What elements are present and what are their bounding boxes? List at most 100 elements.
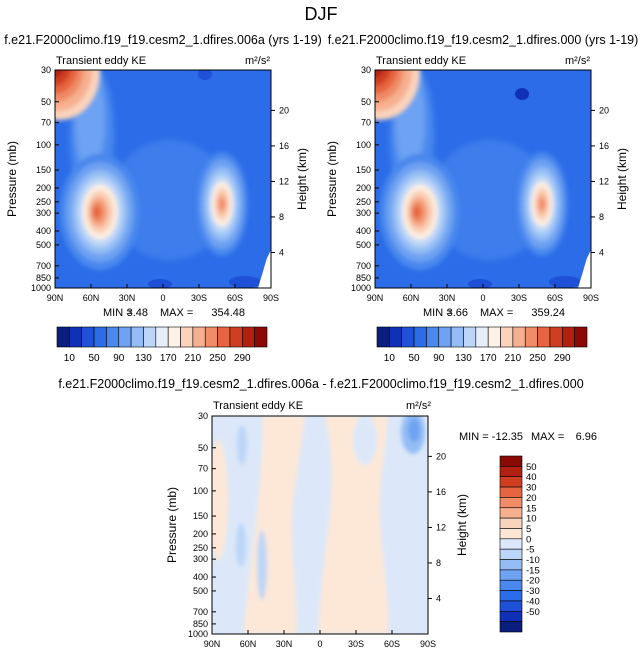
panel-3-x-tick-label: 60S xyxy=(384,639,400,649)
panel-2-y-tick-label: 100 xyxy=(356,140,371,150)
panel-3-colorbar-label: 15 xyxy=(526,503,537,514)
panel-1-subtitle: Transient eddy KE xyxy=(56,55,146,67)
panel-3-positive-patch xyxy=(212,440,228,560)
panel-1-minmax: MIN = 3.48 MAX = 354.48 xyxy=(103,307,245,319)
panel-2-colorbar-swatch xyxy=(561,326,575,348)
panel-3-y2-tick-label: 4 xyxy=(436,593,441,603)
panel-1: f.e21.F2000climo.f19_f19.cesm2_1.dfires.… xyxy=(4,33,322,364)
panel-1-colorbar-label: 50 xyxy=(88,353,100,364)
panel-3-colorbar-swatch xyxy=(499,476,523,488)
panel-2-y-tick-label: 700 xyxy=(356,261,371,271)
panel-3-colorbar-swatch xyxy=(499,466,523,478)
panel-2-min-label: MIN = xyxy=(423,307,453,319)
panel-1-x-tick-label: 60S xyxy=(227,293,243,303)
panel-3-colorbar-label: -40 xyxy=(526,596,540,607)
panel-1-y-tick-label: 700 xyxy=(36,261,51,271)
panel-3-colorbar-label: 50 xyxy=(526,462,537,473)
panel-1-y2-tick-label: 12 xyxy=(279,176,289,186)
panel-1-x-tick-label: 90N xyxy=(47,293,64,303)
panel-1-y-tick-label: 400 xyxy=(36,226,51,236)
panel-3-colorbar-swatch xyxy=(499,538,523,550)
panel-3-colorbar-swatch xyxy=(499,497,523,509)
panel-2-colorbar-swatch xyxy=(500,326,514,348)
panel-1-colorbar-swatch xyxy=(217,326,231,348)
panel-3-y2-tick-label: 20 xyxy=(436,451,446,461)
panel-3-colorbar-swatch xyxy=(499,569,523,581)
panel-1-colorbar-swatch xyxy=(93,326,107,348)
panel-3-y-tick-label: 250 xyxy=(193,543,208,553)
panel-2-colorbar-swatch xyxy=(475,326,489,348)
panel-3-colorbar-swatch xyxy=(499,559,523,571)
panel-1-y-tick-label: 50 xyxy=(41,97,51,107)
panel-2-low-patch xyxy=(515,88,529,100)
panel-3-colorbar-label: 5 xyxy=(526,524,531,535)
panel-1-field xyxy=(55,70,271,288)
panel-2-colorbar-swatch xyxy=(549,326,563,348)
panel-3-max-value: 6.96 xyxy=(576,431,597,443)
panel-1-low-patch xyxy=(148,279,172,288)
panel-1-y2-tick-label: 20 xyxy=(279,105,289,115)
panel-2-y-tick-label: 1000 xyxy=(351,283,371,293)
panel-3-colorbar-label: 0 xyxy=(526,534,531,545)
panel-3-positive-band xyxy=(318,416,389,634)
panel-3-colorbar-swatch xyxy=(499,486,523,498)
panel-1-ylabel: Pressure (mb) xyxy=(5,141,19,217)
panel-1-y2-tick-label: 4 xyxy=(279,247,284,257)
panel-3-colorbar-swatch xyxy=(499,507,523,519)
panel-2-jet-nh xyxy=(380,154,460,270)
panel-2-colorbar-label: 290 xyxy=(554,353,571,364)
panel-1-colorbar-swatch xyxy=(69,326,83,348)
panel-2-x-tick-label: 90S xyxy=(583,293,599,303)
panel-3-negative-patch xyxy=(237,425,247,465)
panel-2-low-patch xyxy=(549,276,581,288)
panel-1-y-tick-label: 850 xyxy=(36,273,51,283)
panel-2-colorbar: 10 50 90 130 170 210 250 290 xyxy=(376,326,588,364)
panel-2-colorbar-swatch xyxy=(524,326,538,348)
panel-3-colorbar-swatch xyxy=(499,528,523,540)
panel-1-colorbar-label: 130 xyxy=(135,353,152,364)
panel-1-colorbar: 10 50 90 130 170 210 250 290 xyxy=(56,326,268,364)
panel-3-y2-tick-label: 8 xyxy=(436,558,441,568)
panel-2-y-tick-label: 850 xyxy=(356,273,371,283)
panel-3-colorbar-swatch xyxy=(499,610,523,622)
contour xyxy=(539,198,545,210)
panel-2-ylabel-right: Height (km) xyxy=(615,148,629,210)
panel-2-field xyxy=(375,70,591,288)
panel-2-axes: 90N 60N 30N 0 30S 60S 90S 30 50 70 100 150 200 250300… xyxy=(351,65,609,303)
panel-2-y-tick-label: 300 xyxy=(356,208,371,218)
panel-1-low-patch xyxy=(229,276,261,288)
panel-2-y-tick-label: 500 xyxy=(356,240,371,250)
panel-1-y-tick-label: 30 xyxy=(41,65,51,75)
panel-1-y-tick-label: 1000 xyxy=(31,283,51,293)
panel-2-x-tick-label: 30S xyxy=(511,293,527,303)
panel-1-y2-tick-label: 16 xyxy=(279,141,289,151)
panel-1-colorbar-swatch xyxy=(204,326,218,348)
panel-3-ylabel-right: Height (km) xyxy=(455,494,469,556)
panel-2-x-tick-label: 90N xyxy=(367,293,384,303)
panel-2-colorbar-swatch xyxy=(487,326,501,348)
panel-1-y-tick-label: 70 xyxy=(41,118,51,128)
panel-3-y-tick-label: 30 xyxy=(198,411,208,421)
panel-3-negative-patch xyxy=(408,418,420,442)
panel-1-axes: 90N 60N 30N 0 30S 60S 90S 30 50 70 100 150 200 250300… xyxy=(31,65,289,303)
panel-1-y-tick-label: 100 xyxy=(36,140,51,150)
panel-3-subtitle: Transient eddy KE xyxy=(213,400,303,412)
panel-1-polar-vortex xyxy=(55,70,100,120)
panel-1-colorbar-label: 210 xyxy=(185,353,202,364)
panel-3-colorbar-label: -5 xyxy=(526,545,534,556)
panel-1-jet-nh xyxy=(60,154,140,270)
panel-2-x-tick-label: 30N xyxy=(439,293,456,303)
contour xyxy=(219,198,225,210)
panel-3-y-tick-label: 150 xyxy=(193,511,208,521)
panel-3-units: m²/s² xyxy=(406,400,431,412)
panel-1-colorbar-label: 290 xyxy=(234,353,251,364)
panel-2-colorbar-label: 130 xyxy=(455,353,472,364)
panel-3-negative-patch xyxy=(353,416,377,465)
panel-3-y-tick-label: 700 xyxy=(193,607,208,617)
panel-1-title: f.e21.F2000climo.f19_f19.cesm2_1.dfires.… xyxy=(4,33,322,47)
panel-2-y-tick-label: 70 xyxy=(361,118,371,128)
panel-2-y-tick-label: 400 xyxy=(356,226,371,236)
panel-1-max-label: MAX = xyxy=(160,307,193,319)
